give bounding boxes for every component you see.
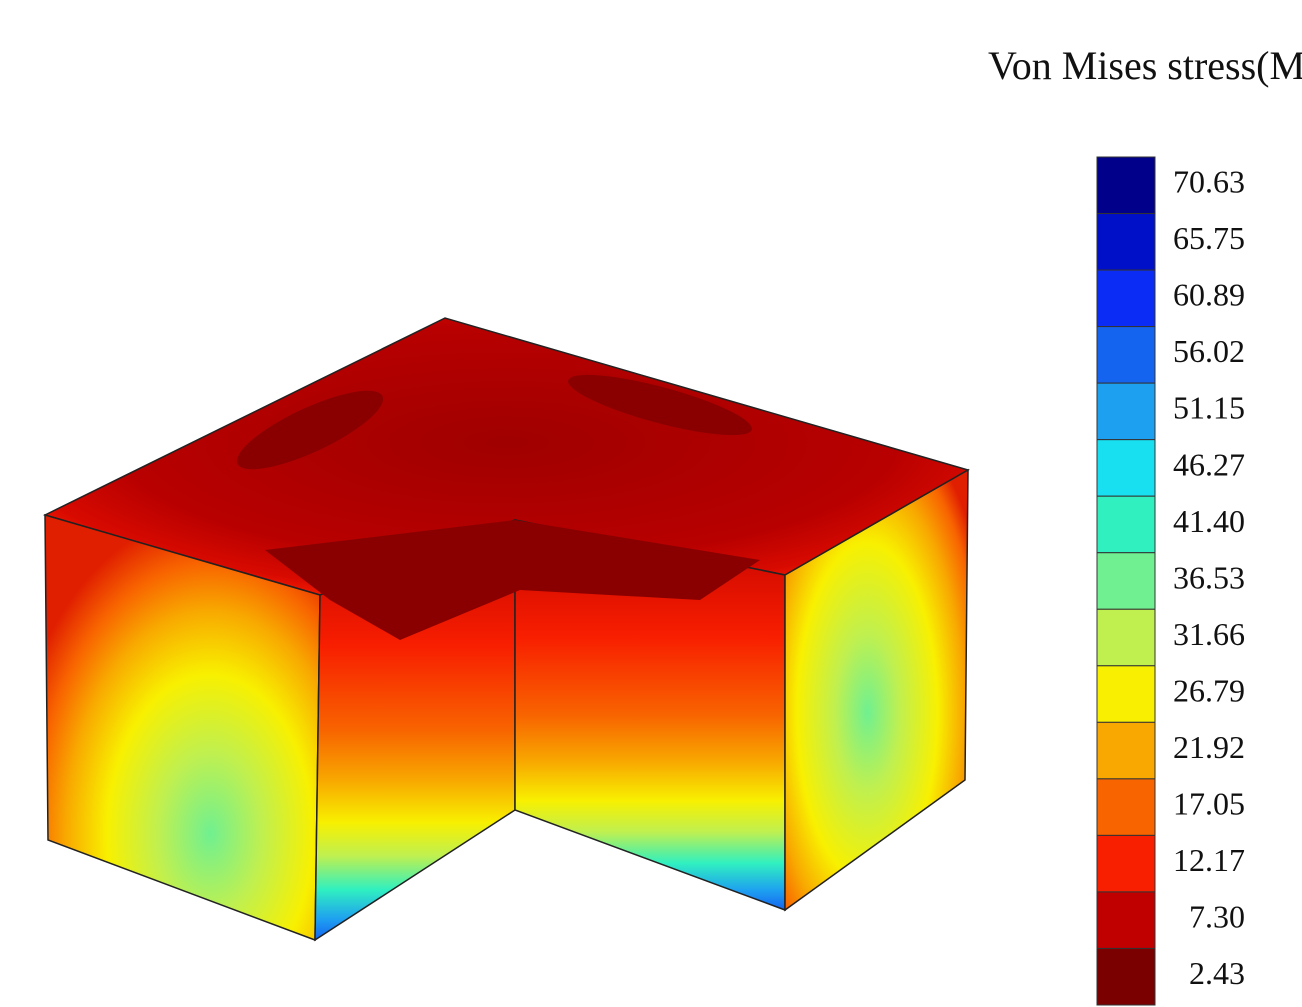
colorbar-band — [1096, 382, 1156, 441]
top-shade — [236, 390, 384, 470]
colorbar-band — [1096, 156, 1156, 215]
top-shade — [265, 520, 760, 640]
model — [42, 317, 970, 942]
colorbar-label: 70.63 — [1173, 164, 1245, 200]
colorbar-band — [1096, 269, 1156, 328]
colorbar-label: 65.75 — [1173, 220, 1245, 256]
colorbar-label: 26.79 — [1173, 672, 1245, 708]
colorbar-band — [1096, 495, 1156, 554]
colorbar-label: 31.66 — [1173, 616, 1245, 652]
right-face — [784, 468, 969, 912]
colorbar-band — [1096, 608, 1156, 667]
colorbar-label: 21.92 — [1173, 729, 1245, 765]
colorbar: 70.63 65.75 60.89 56.02 51.15 46.27 41.40 36.53… — [1096, 156, 1245, 1006]
colorbar-label: 60.89 — [1173, 277, 1245, 313]
colorbar-band — [1096, 439, 1156, 497]
colorbar-label: 17.05 — [1173, 785, 1245, 821]
colorbar-band — [1096, 834, 1156, 893]
colorbar-label: 7.30 — [1189, 899, 1245, 935]
colorbar-band — [1096, 552, 1156, 610]
colorbar-band — [1096, 891, 1156, 949]
colorbar-label: 56.02 — [1173, 333, 1245, 369]
colorbar-band — [1096, 947, 1156, 1006]
colorbar-band — [1096, 665, 1156, 723]
colorbar-label: 12.17 — [1173, 842, 1245, 878]
colorbar-band — [1096, 213, 1156, 271]
top-shade — [568, 374, 752, 436]
colorbar-band — [1096, 721, 1156, 780]
colorbar-label: 46.27 — [1173, 446, 1245, 482]
colorbar-label: 51.15 — [1173, 390, 1245, 426]
colorbar-label: 2.43 — [1189, 955, 1245, 991]
colorbar-title: Von Mises stress(Mpa) — [988, 43, 1302, 88]
colorbar-label: 41.40 — [1173, 503, 1245, 539]
colorbar-band — [1096, 778, 1156, 836]
colorbar-label: 36.53 — [1173, 559, 1245, 595]
colorbar-band — [1096, 326, 1156, 384]
